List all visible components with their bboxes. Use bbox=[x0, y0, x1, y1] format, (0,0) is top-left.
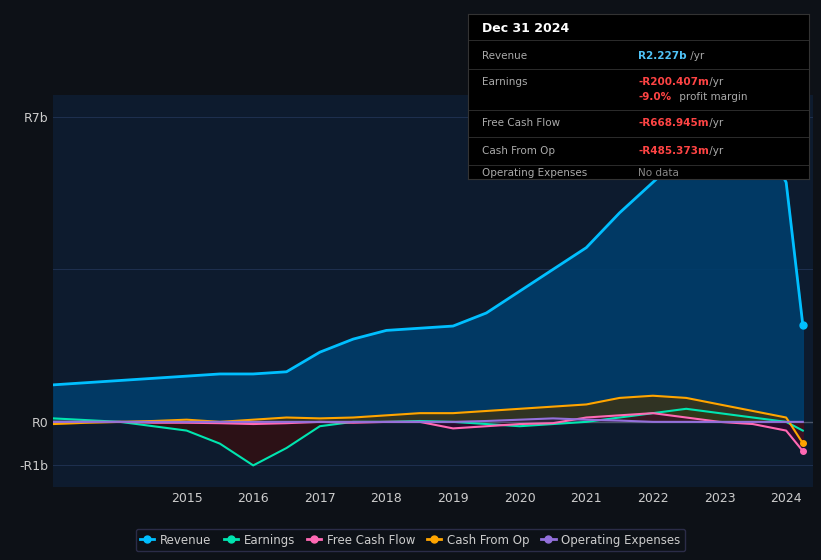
Text: /yr: /yr bbox=[706, 146, 724, 156]
Text: No data: No data bbox=[639, 169, 679, 179]
Text: Operating Expenses: Operating Expenses bbox=[482, 169, 587, 179]
Legend: Revenue, Earnings, Free Cash Flow, Cash From Op, Operating Expenses: Revenue, Earnings, Free Cash Flow, Cash … bbox=[135, 529, 686, 551]
Text: Free Cash Flow: Free Cash Flow bbox=[482, 118, 560, 128]
Text: Dec 31 2024: Dec 31 2024 bbox=[482, 21, 569, 35]
Text: R2.227b: R2.227b bbox=[639, 51, 687, 61]
Text: Earnings: Earnings bbox=[482, 77, 527, 87]
Text: -9.0%: -9.0% bbox=[639, 92, 672, 101]
Text: Cash From Op: Cash From Op bbox=[482, 146, 555, 156]
Text: -R200.407m: -R200.407m bbox=[639, 77, 709, 87]
Text: -R485.373m: -R485.373m bbox=[639, 146, 709, 156]
Text: /yr: /yr bbox=[687, 51, 704, 61]
Text: Revenue: Revenue bbox=[482, 51, 527, 61]
Text: /yr: /yr bbox=[706, 118, 724, 128]
Text: -R668.945m: -R668.945m bbox=[639, 118, 709, 128]
Text: profit margin: profit margin bbox=[676, 92, 747, 101]
Text: /yr: /yr bbox=[706, 77, 724, 87]
